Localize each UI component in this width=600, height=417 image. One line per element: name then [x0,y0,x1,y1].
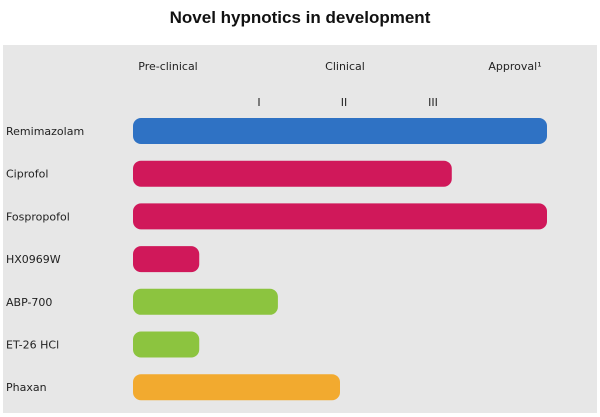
stage-label: Pre-clinical [138,60,198,73]
phase-label: II [341,96,348,109]
bar-et-26-hcl [133,331,200,358]
chart-title: Novel hypnotics in development [169,8,431,27]
category-label: HX0969W [6,253,61,266]
category-label: ET-26 HCl [6,339,59,352]
phase-label: III [428,96,438,109]
bar-phaxan [133,374,340,401]
category-label: Phaxan [6,381,47,394]
category-label: ABP-700 [6,296,52,309]
stage-label: Approval¹ [488,60,541,73]
bar-remimazolam [133,118,547,144]
bar-hx0969w [133,246,200,273]
category-label: Fospropofol [6,210,70,223]
bar-ciprofol [133,160,452,187]
bar-abp-700 [133,288,278,315]
category-label: Remimazolam [6,125,84,138]
stage-label: Clinical [325,60,365,73]
category-label: Ciprofol [6,168,48,181]
phase-label: I [257,96,260,109]
bar-fospropofol [133,203,547,230]
